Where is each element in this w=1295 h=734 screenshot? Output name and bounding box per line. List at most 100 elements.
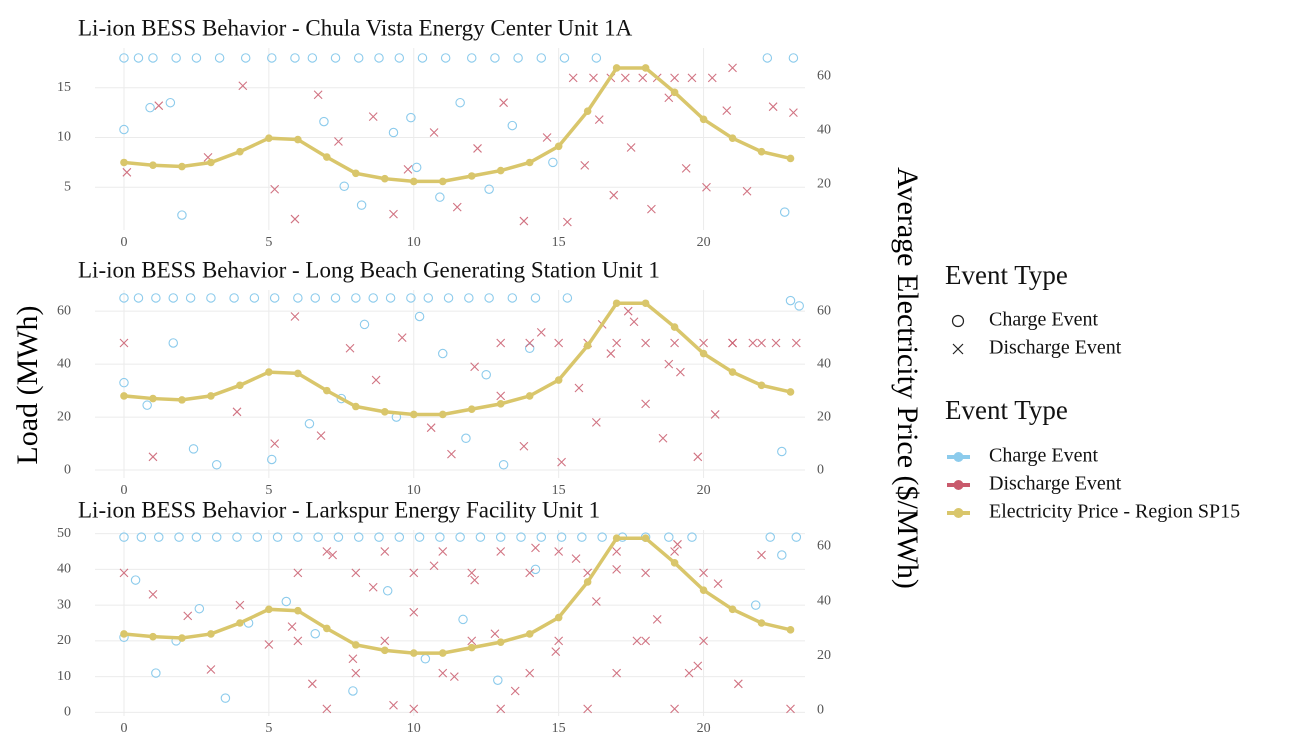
discharge-point <box>429 128 439 137</box>
discharge-point <box>658 433 668 443</box>
discharge-point <box>638 73 648 83</box>
charge-point <box>374 532 384 542</box>
discharge-point <box>562 217 572 227</box>
charge-point <box>168 338 178 348</box>
price-point <box>583 107 592 115</box>
discharge-point <box>641 568 651 578</box>
charge-point <box>536 532 547 542</box>
charge-point <box>319 116 329 127</box>
charge-point <box>310 628 320 639</box>
price-point <box>757 147 766 156</box>
discharge-point <box>496 704 506 714</box>
charge-point <box>293 532 303 542</box>
price-point <box>467 643 476 652</box>
charge-point <box>458 614 468 625</box>
charge-point <box>171 53 181 63</box>
price-point <box>757 619 766 627</box>
y2-tick-label: 60 <box>817 68 831 83</box>
discharge-point <box>693 661 703 671</box>
x-tick-label: 5 <box>265 721 272 734</box>
price-point <box>699 586 708 594</box>
charge-point <box>493 675 503 685</box>
charge-point <box>136 532 147 542</box>
charge-point <box>133 53 144 63</box>
x-tick-label: 10 <box>407 235 421 250</box>
legend-symbol <box>953 452 964 462</box>
charge-point <box>353 532 364 542</box>
legend-symbol <box>952 343 964 355</box>
price-point <box>583 341 592 350</box>
charge-point <box>133 293 144 303</box>
charge-point <box>119 532 129 542</box>
discharge-point <box>626 143 636 152</box>
discharge-point <box>647 204 656 214</box>
discharge-point <box>664 93 674 103</box>
x-tick-label: 5 <box>265 483 272 498</box>
discharge-point <box>568 73 578 83</box>
discharge-point <box>290 214 300 224</box>
legend-label: Discharge Event <box>989 337 1122 359</box>
discharge-point <box>632 636 642 646</box>
charge-point <box>562 293 573 303</box>
discharge-point <box>519 216 529 226</box>
charge-point <box>269 293 280 303</box>
discharge-point <box>348 654 358 664</box>
y2-tick-label: 20 <box>817 409 831 424</box>
charge-point <box>577 532 587 542</box>
discharge-point <box>757 338 766 348</box>
price-point <box>641 64 650 72</box>
legend-title: Event Type <box>945 260 1068 290</box>
charge-point <box>348 686 358 696</box>
charge-point <box>516 532 526 542</box>
x-tick-label: 20 <box>697 721 711 734</box>
charge-point <box>330 53 341 63</box>
charge-point <box>339 181 349 191</box>
y-tick-label: 40 <box>57 356 71 371</box>
discharge-point <box>693 452 703 462</box>
charge-point <box>220 693 231 703</box>
charge-point <box>411 162 422 173</box>
discharge-point <box>591 597 601 606</box>
charge-point <box>206 293 216 303</box>
charge-point <box>145 102 155 113</box>
discharge-point <box>542 133 552 142</box>
charge-point <box>388 127 399 138</box>
charge-point <box>119 293 129 303</box>
charge-point <box>249 293 260 303</box>
charge-point <box>536 53 547 63</box>
legend-symbol <box>951 314 965 328</box>
charge-point <box>385 293 396 303</box>
charge-point <box>484 293 494 303</box>
discharge-point <box>681 163 691 173</box>
panel-title: Li-ion BESS Behavior - Chula Vista Energ… <box>78 15 633 40</box>
discharge-point <box>235 600 245 610</box>
charge-point <box>548 157 558 168</box>
discharge-point <box>148 452 158 462</box>
discharge-point <box>496 547 506 556</box>
y-tick-label: 10 <box>57 130 71 145</box>
y2-tick-label: 40 <box>817 356 831 371</box>
price-point <box>438 177 447 186</box>
price-point <box>409 410 418 419</box>
discharge-point <box>670 704 679 714</box>
y2-tick-label: 20 <box>817 176 831 191</box>
charge-point <box>188 444 199 454</box>
discharge-point <box>702 182 711 192</box>
charge-point <box>484 184 494 194</box>
discharge-point <box>270 439 280 448</box>
charge-point <box>750 600 761 610</box>
discharge-point <box>652 615 662 624</box>
discharge-point <box>389 700 398 710</box>
charge-point <box>304 418 315 429</box>
charge-point <box>406 112 416 123</box>
discharge-point <box>612 564 622 574</box>
charge-point <box>194 603 205 614</box>
price-point <box>120 158 128 167</box>
charge-point <box>490 53 500 63</box>
y-axis-label: Load (MWh) <box>11 305 44 464</box>
charge-point <box>252 532 263 542</box>
charge-point <box>151 668 161 678</box>
charge-point <box>455 532 465 542</box>
discharge-point <box>351 568 361 578</box>
